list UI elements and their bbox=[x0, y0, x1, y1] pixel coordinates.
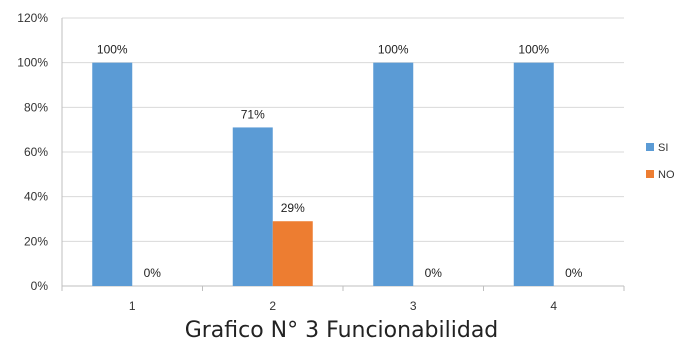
data-label: 29% bbox=[281, 201, 305, 215]
y-tick-label: 40% bbox=[24, 190, 48, 204]
data-label: 71% bbox=[241, 107, 265, 121]
data-label: 100% bbox=[378, 43, 409, 57]
data-label: 100% bbox=[97, 43, 128, 57]
legend-swatch-no bbox=[646, 170, 654, 178]
y-tick-label: 60% bbox=[24, 145, 48, 159]
chart-caption: Grafico N° 3 Funcionabilidad bbox=[184, 318, 499, 343]
x-tick-label: 2 bbox=[269, 299, 276, 313]
bar-si bbox=[373, 62, 414, 286]
y-tick-label: 0% bbox=[31, 279, 49, 293]
y-tick-label: 80% bbox=[24, 100, 48, 114]
data-label: 0% bbox=[144, 266, 162, 280]
bar-chart: 0% 20% 40% 60% 80% 100% 120% 1 100% 0% 2 71% 29% 3 100… bbox=[17, 11, 675, 313]
x-tick-label: 1 bbox=[129, 299, 136, 313]
legend-label-si: SI bbox=[658, 142, 668, 154]
x-tick-label: 4 bbox=[550, 299, 557, 313]
data-label: 0% bbox=[425, 266, 443, 280]
bar-si bbox=[513, 62, 554, 286]
bar-si bbox=[232, 127, 273, 286]
legend-swatch-si bbox=[646, 143, 654, 151]
chart-canvas: 0%20%40%60%80%100%120%1100%0%271%29%3100… bbox=[17, 11, 675, 313]
y-tick-label: 100% bbox=[17, 56, 48, 70]
x-tick-label: 3 bbox=[410, 299, 417, 313]
bar-no bbox=[272, 221, 313, 286]
bar-si bbox=[92, 62, 133, 286]
data-label: 0% bbox=[565, 266, 583, 280]
y-tick-label: 20% bbox=[24, 234, 48, 248]
data-label: 100% bbox=[518, 43, 549, 57]
legend-label-no: NO bbox=[658, 169, 675, 181]
y-tick-label: 120% bbox=[17, 11, 48, 25]
